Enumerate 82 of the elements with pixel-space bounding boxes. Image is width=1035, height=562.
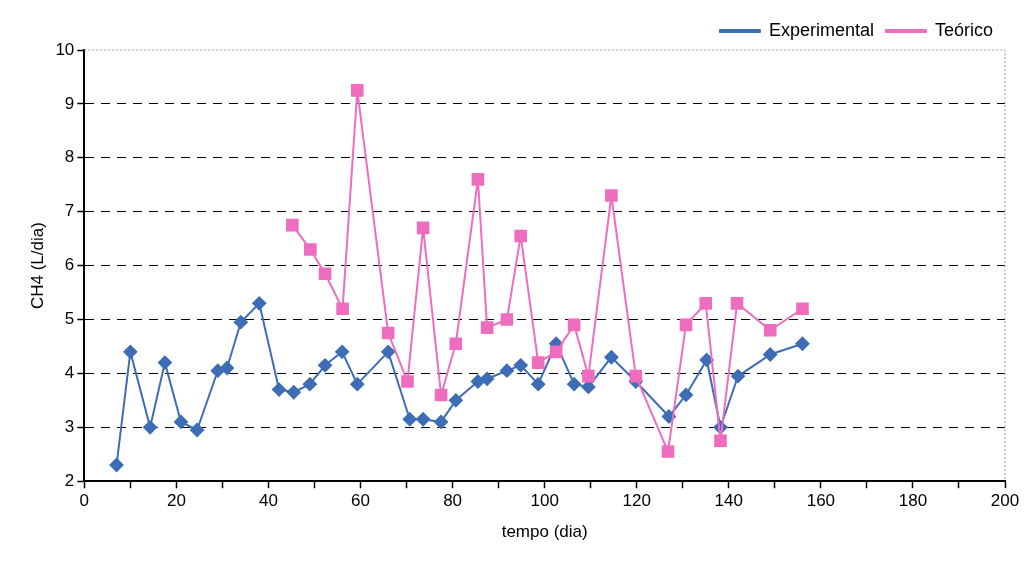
point: [795, 336, 810, 351]
point: [499, 363, 514, 378]
point: [336, 302, 349, 316]
x-tick-label: 140: [714, 491, 743, 511]
x-tick-label: 80: [443, 491, 463, 511]
point: [448, 393, 463, 408]
point: [531, 377, 546, 392]
point: [678, 387, 693, 402]
point: [416, 221, 430, 235]
point: [582, 369, 595, 383]
point: [629, 369, 643, 383]
point: [123, 344, 138, 359]
point: [304, 243, 317, 256]
point: [434, 414, 449, 429]
point: [416, 412, 431, 427]
point: [401, 375, 414, 388]
point: [402, 412, 417, 427]
point: [233, 315, 248, 330]
point: [699, 352, 714, 367]
point: [143, 420, 158, 435]
x-tick-label: 60: [351, 491, 370, 511]
point: [763, 323, 777, 337]
x-tick-label: 0: [79, 491, 90, 511]
y-tick-label: 9: [64, 93, 75, 113]
x-axis-title: tempo (dia): [501, 522, 588, 542]
y-tick-label: 10: [55, 39, 75, 59]
point: [513, 358, 528, 373]
point: [480, 371, 495, 386]
point: [350, 84, 364, 97]
y-tick-label: 5: [64, 309, 75, 329]
legend-label: Experimental: [768, 19, 874, 40]
point: [252, 296, 267, 311]
point: [434, 388, 448, 402]
point: [318, 358, 333, 373]
point: [730, 297, 744, 310]
point: [605, 189, 618, 202]
point: [381, 344, 396, 359]
y-tick-label: 7: [64, 201, 75, 221]
y-tick-label: 3: [64, 416, 75, 436]
point: [731, 369, 745, 384]
point: [714, 434, 727, 448]
point: [679, 318, 693, 332]
point: [190, 423, 205, 437]
legend-label: Teórico: [934, 19, 994, 40]
point: [109, 458, 124, 473]
x-tick-label: 180: [898, 491, 928, 511]
point: [302, 377, 317, 392]
point: [381, 326, 395, 340]
point: [500, 313, 514, 326]
x-tick-label: 200: [990, 491, 1020, 511]
point: [763, 347, 778, 362]
point: [661, 445, 675, 458]
point: [272, 382, 287, 397]
y-tick-label: 4: [64, 363, 75, 383]
point: [531, 356, 545, 369]
y-axis-title: CH4 (L/dia): [27, 222, 47, 310]
point: [699, 297, 713, 310]
point: [173, 414, 188, 429]
x-tick-label: 40: [258, 491, 278, 511]
point: [286, 218, 299, 232]
point: [480, 321, 494, 334]
point: [796, 302, 809, 316]
y-tick-label: 8: [64, 147, 75, 167]
point: [567, 318, 581, 332]
point: [157, 355, 172, 370]
y-tick-label: 6: [64, 255, 75, 275]
point: [549, 345, 563, 359]
x-tick-label: 160: [806, 491, 836, 511]
x-tick-label: 100: [530, 491, 559, 511]
point: [220, 361, 235, 376]
x-tick-label: 20: [166, 491, 186, 511]
x-tick-label: 120: [622, 491, 651, 511]
point: [471, 173, 485, 186]
point: [449, 337, 463, 351]
point: [286, 385, 301, 400]
point: [335, 344, 350, 359]
point: [567, 377, 582, 392]
point: [514, 229, 528, 243]
point: [318, 267, 332, 280]
point: [350, 377, 365, 392]
y-tick-label: 2: [64, 470, 75, 490]
point: [604, 350, 619, 365]
